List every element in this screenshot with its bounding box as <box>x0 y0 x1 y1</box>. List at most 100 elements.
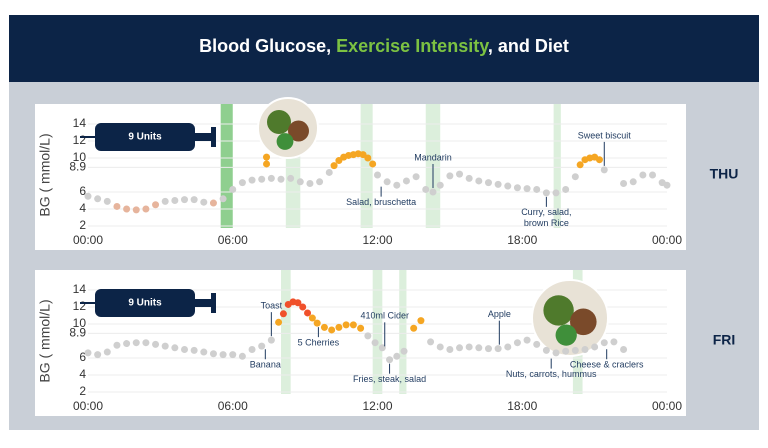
glucose-dot <box>494 345 502 353</box>
exercise-band <box>372 270 383 394</box>
syringe-handle <box>211 127 216 147</box>
glucose-dot <box>436 181 444 189</box>
syringe-body <box>95 289 195 317</box>
title-part: Exercise Intensity <box>336 36 489 56</box>
glucose-dot <box>542 346 550 354</box>
glucose-dot <box>219 195 227 203</box>
glucose-dot <box>258 175 266 183</box>
glucose-dot <box>209 350 217 358</box>
glucose-dot <box>576 161 584 169</box>
glucose-dot <box>475 344 483 352</box>
glucose-dot <box>142 339 150 347</box>
y-tick-label: 12 <box>73 133 87 147</box>
glucose-dot <box>446 346 454 353</box>
day-label: THU <box>710 166 739 182</box>
glucose-dot <box>306 180 314 187</box>
glucose-dot <box>113 202 121 210</box>
meal-food <box>555 324 577 346</box>
glucose-dot <box>296 178 304 186</box>
glucose-dot <box>263 160 271 168</box>
glucose-dot <box>161 342 169 350</box>
glucose-dot <box>152 201 160 209</box>
y-tick-label: 6 <box>79 350 86 364</box>
glucose-dot <box>446 172 454 180</box>
header-bar <box>9 15 759 82</box>
glucose-dot <box>248 176 256 184</box>
syringe-body <box>95 123 195 151</box>
syringe-plunger <box>195 133 213 141</box>
glucose-dot <box>427 338 435 346</box>
y-tick-label: 6 <box>79 184 86 198</box>
glucose-dot <box>152 340 160 348</box>
y-axis-title: BG ( mmol/L) <box>37 133 53 216</box>
syringe-plunger <box>195 299 213 307</box>
annotation-label: Apple <box>488 309 511 319</box>
day-label: FRI <box>713 332 736 348</box>
annotation-label: Sweet biscuit <box>578 130 632 140</box>
glucose-dot <box>238 179 246 187</box>
y-tick-label: 4 <box>79 201 86 215</box>
glucose-dot <box>402 177 410 185</box>
glucose-dot <box>325 168 333 176</box>
glucose-dot <box>299 303 307 311</box>
glucose-dot <box>571 346 579 354</box>
glucose-dot <box>484 345 492 353</box>
y-tick-label: 2 <box>79 384 86 398</box>
glucose-dot <box>523 336 531 344</box>
glucose-dot <box>523 185 531 193</box>
annotation-label: Cheese & craclers <box>570 360 644 370</box>
glucose-dot <box>209 199 217 207</box>
glucose-dot <box>378 344 386 352</box>
y-tick-label: 8.9 <box>69 326 86 340</box>
glucose-dot <box>103 197 111 205</box>
glucose-dot <box>200 348 208 356</box>
glucose-dot <box>393 352 401 360</box>
exercise-band <box>399 270 407 394</box>
y-tick-label: 14 <box>73 282 87 296</box>
annotation-label: brown Rice <box>524 218 569 228</box>
meal-food <box>267 110 291 134</box>
glucose-dot <box>238 352 246 360</box>
glucose-dot <box>258 342 266 350</box>
y-tick-label: 10 <box>73 316 87 330</box>
glucose-dot <box>328 326 336 334</box>
y-tick-label: 4 <box>79 367 86 381</box>
y-tick-label: 12 <box>73 299 87 313</box>
glucose-dot <box>513 184 521 192</box>
glucose-dot <box>313 319 321 327</box>
syringe-handle <box>211 293 216 313</box>
glucose-dot <box>279 310 287 318</box>
glucose-dot <box>263 153 271 161</box>
glucose-dot <box>132 206 140 214</box>
glucose-dot <box>383 178 391 186</box>
glucose-dot <box>620 346 628 353</box>
glucose-dot <box>84 349 92 357</box>
page-title: Blood Glucose, Exercise Intensity, and D… <box>199 36 569 56</box>
annotation-label: Curry, salad, <box>521 207 571 217</box>
x-tick-label: 00:00 <box>73 399 103 413</box>
glucose-dot <box>330 162 338 170</box>
glucose-dot <box>161 197 169 205</box>
glucose-dot <box>412 173 420 181</box>
glucose-dot <box>342 321 350 329</box>
glucose-dot <box>484 179 492 187</box>
glucose-dot <box>475 177 483 185</box>
glucose-dot <box>200 198 208 206</box>
glucose-dot <box>171 344 179 352</box>
glucose-dot <box>335 323 343 331</box>
glucose-dot <box>629 178 637 186</box>
glucose-dot <box>591 343 599 351</box>
glucose-dot <box>552 189 560 197</box>
glucose-dot <box>620 180 628 187</box>
glucose-dot <box>610 338 618 346</box>
x-tick-label: 12:00 <box>362 233 392 247</box>
insulin-label: 9 Units <box>128 298 162 309</box>
y-tick-label: 10 <box>73 150 87 164</box>
glucose-dot <box>181 346 188 353</box>
glucose-dot <box>429 188 437 196</box>
glucose-dot <box>465 174 473 182</box>
y-tick-label: 8.9 <box>69 160 86 174</box>
x-tick-label: 00:00 <box>652 399 682 413</box>
